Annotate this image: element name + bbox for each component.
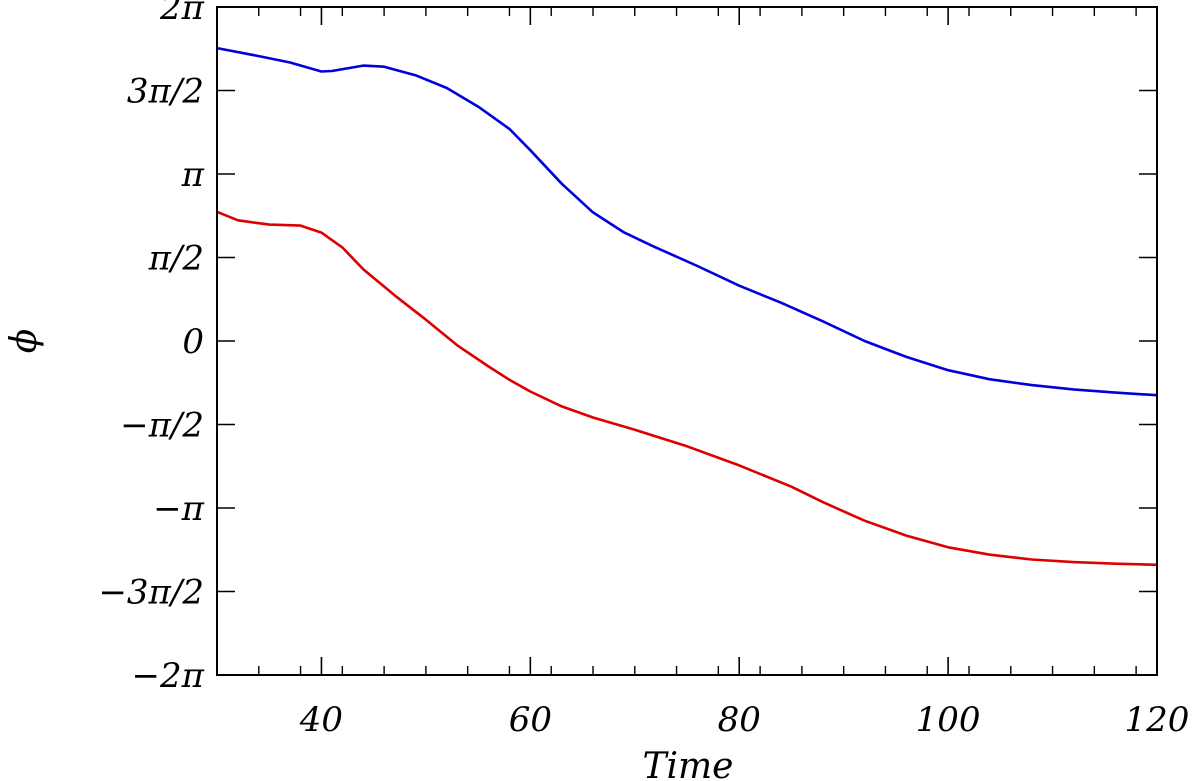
- ticks-layer: [217, 6, 1158, 676]
- y-tick-label: π: [181, 155, 205, 195]
- x-tick-label: 100: [916, 700, 981, 740]
- y-axis-label: ϕ: [4, 329, 45, 354]
- y-tick-label: −3π/2: [98, 573, 204, 613]
- x-tick-label: 60: [509, 700, 552, 740]
- plot-frame: [216, 6, 1158, 676]
- y-tick-label: −π/2: [120, 406, 204, 446]
- x-tick-label: 120: [1125, 700, 1190, 740]
- y-tick-label: π/2: [148, 239, 204, 279]
- y-tick-label: 0: [182, 322, 204, 362]
- y-tick-label: 2π: [159, 0, 205, 28]
- y-tick-label: −2π: [132, 656, 205, 696]
- x-tick-label: 40: [299, 700, 343, 740]
- series-layer: [216, 46, 1158, 567]
- x-axis-label: Time: [643, 746, 734, 781]
- series-line-2: [216, 210, 1158, 567]
- tick-labels: 40 60 80 100 120 2π 3π/2 π π/2 0 −π/2 −π −3π/2 −2π: [98, 0, 1189, 740]
- x-tick-label: 80: [718, 700, 761, 740]
- series-line-1: [216, 46, 1158, 397]
- y-tick-label: −π: [153, 489, 204, 529]
- y-tick-label: 3π/2: [127, 72, 204, 112]
